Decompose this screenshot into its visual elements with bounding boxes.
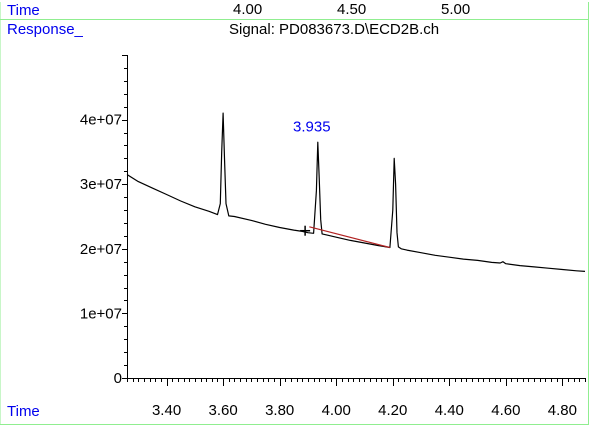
- signal-title: Signal: PD083673.D\ECD2B.ch: [229, 21, 440, 38]
- x-tick-label: 4.40: [435, 402, 464, 419]
- integration-baseline: [309, 226, 391, 249]
- signal-header: Response_ Signal: PD083673.D\ECD2B.ch: [0, 20, 589, 50]
- peak-annotation: 3.935: [293, 118, 331, 135]
- traces: [126, 112, 586, 272]
- top-time-tick: 4.50: [337, 1, 367, 18]
- y-tick-label: 1e+07: [80, 305, 122, 322]
- bottom-time-label: Time: [7, 403, 40, 420]
- y-tick-label: 4e+07: [80, 112, 122, 129]
- x-tick-label: 4.80: [548, 402, 577, 419]
- y-tick-label: 0: [114, 370, 122, 387]
- top-time-tick: 5.00: [441, 1, 471, 18]
- x-tick-label: 3.40: [152, 402, 181, 419]
- x-tick-label: 4.60: [491, 402, 520, 419]
- x-tick-label: 4.00: [322, 402, 351, 419]
- response-axis-label: Response_: [7, 21, 83, 38]
- labels: 3.40 3.60 3.80 4.00 4.20 4.40 4.60 4.80 0 1e+07 2e…: [80, 112, 577, 419]
- axes: [122, 55, 586, 386]
- signal-trace: [126, 112, 586, 272]
- y-tick-label: 2e+07: [80, 241, 122, 258]
- x-tick-label: 4.20: [378, 402, 407, 419]
- x-tick-label: 3.60: [209, 402, 238, 419]
- top-time-bar: Time 4.00 4.50 5.00: [0, 0, 589, 20]
- x-tick-label: 3.80: [265, 402, 294, 419]
- y-tick-label: 3e+07: [80, 176, 122, 193]
- top-time-tick: 4.00: [233, 1, 263, 18]
- top-time-label: Time: [7, 2, 40, 19]
